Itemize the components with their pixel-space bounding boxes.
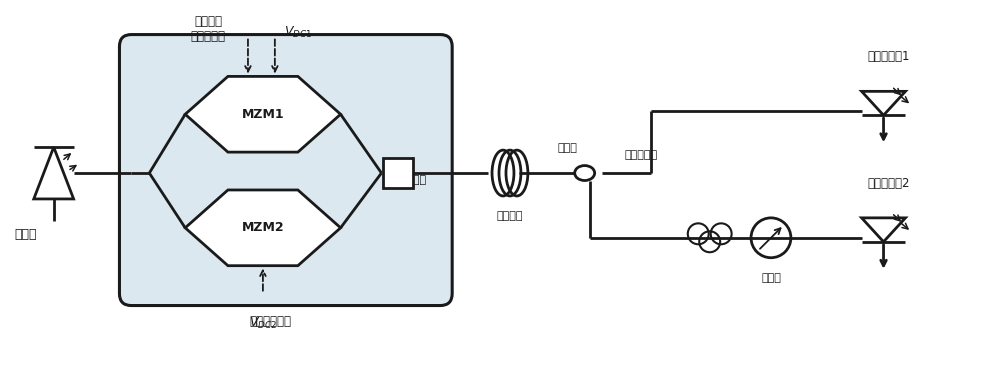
Text: $V_{DC1}$: $V_{DC1}$	[284, 25, 312, 40]
Text: MZM2: MZM2	[242, 221, 284, 234]
Text: 激光源: 激光源	[15, 228, 37, 241]
Text: MZM1: MZM1	[242, 108, 284, 121]
Text: 光电探测器1: 光电探测器1	[867, 51, 910, 63]
Text: 耦合器: 耦合器	[558, 143, 578, 153]
Text: $V_{DC2}$: $V_{DC2}$	[249, 315, 277, 330]
Text: 光电探测器2: 光电探测器2	[867, 177, 910, 190]
FancyBboxPatch shape	[119, 34, 452, 306]
Text: 偏振分束器: 偏振分束器	[393, 175, 427, 185]
Polygon shape	[185, 190, 341, 266]
Text: 单模光纤: 单模光纤	[497, 211, 523, 221]
Text: 频率待测
的微波信号: 频率待测 的微波信号	[191, 15, 226, 43]
Text: 偏振控制器: 偏振控制器	[625, 150, 658, 160]
Text: 双偏振调制器: 双偏振调制器	[249, 315, 291, 329]
Text: 起偏器: 起偏器	[761, 273, 781, 283]
Bar	[383, 158, 413, 188]
Polygon shape	[185, 76, 341, 152]
